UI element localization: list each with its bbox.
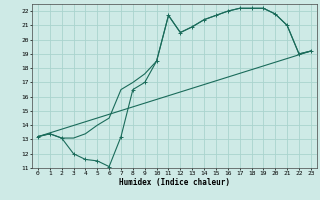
X-axis label: Humidex (Indice chaleur): Humidex (Indice chaleur) — [119, 178, 230, 187]
